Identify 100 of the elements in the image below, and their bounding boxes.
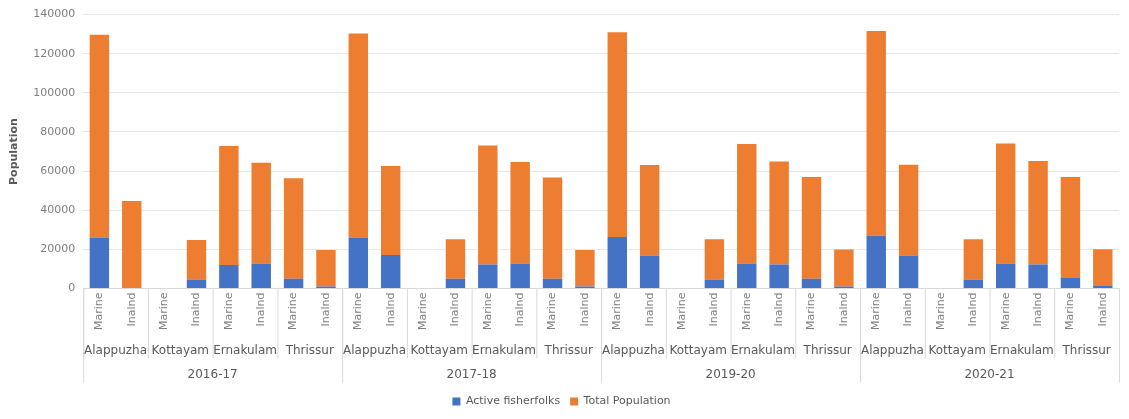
bar <box>704 239 725 280</box>
bar <box>219 264 239 288</box>
bar <box>996 263 1016 288</box>
text: Alappuzha <box>601 342 665 357</box>
bar <box>478 145 498 265</box>
x-tick-label: Marine <box>739 292 753 331</box>
bar <box>639 165 660 256</box>
bar <box>122 201 142 288</box>
bar <box>1060 176 1081 279</box>
bar <box>445 278 466 288</box>
bar <box>348 33 369 238</box>
text: 2016-17 <box>187 366 238 381</box>
text: Thrissur <box>543 342 593 357</box>
bar <box>963 279 984 288</box>
bar <box>607 237 627 288</box>
bar <box>380 255 401 288</box>
x-tick-label: Marine <box>92 292 106 331</box>
bar <box>866 235 886 288</box>
bar <box>380 166 401 255</box>
x-tick-label: Marine <box>674 292 688 331</box>
x-tick-label: Marine <box>156 292 170 331</box>
bar <box>478 264 498 288</box>
x-tick-label: Inalnd <box>254 292 268 327</box>
bar <box>283 278 304 288</box>
text: Kottayam <box>928 342 986 357</box>
y-tick-label: 40000 <box>40 203 76 217</box>
text: Alappuzha <box>84 342 148 357</box>
bar <box>801 176 822 279</box>
x-tick-label: Inalnd <box>448 292 462 327</box>
y-tick-label: 60000 <box>40 163 76 177</box>
text: 2017-18 <box>446 366 497 381</box>
x-tick-label: Marine <box>480 292 494 331</box>
x-tick-label: Marine <box>221 292 235 331</box>
x-tick-label: Marine <box>998 292 1012 331</box>
bar <box>898 164 919 256</box>
bar <box>866 31 886 236</box>
bar <box>219 146 239 265</box>
x-tick-label: Marine <box>286 292 300 331</box>
bar <box>898 255 919 288</box>
x-tick-label: Inalnd <box>836 292 850 327</box>
bar <box>316 250 336 287</box>
bar <box>801 278 822 288</box>
bar <box>283 178 304 279</box>
bar <box>737 144 757 264</box>
x-tick-label: Inalnd <box>189 292 203 327</box>
bar <box>1028 160 1048 265</box>
x-tick-label: Inalnd <box>124 292 138 327</box>
bar <box>575 250 595 287</box>
text: Thrissur <box>284 342 334 357</box>
bar <box>769 161 789 265</box>
text: Kottayam <box>669 342 727 357</box>
bar <box>769 264 789 288</box>
bar <box>186 239 207 280</box>
legend-label: Total Population <box>582 394 671 408</box>
x-tick-label: Inalnd <box>901 292 915 327</box>
text: Ernakulam <box>213 342 277 357</box>
text: Thrissur <box>802 342 852 357</box>
x-tick-label: Inalnd <box>383 292 397 327</box>
text: 2020-21 <box>964 366 1015 381</box>
x-tick-label: Marine <box>1063 292 1077 331</box>
x-tick-label: Marine <box>545 292 559 331</box>
y-tick-label: 100000 <box>33 85 76 99</box>
text: Alappuzha <box>343 342 407 357</box>
bar <box>542 177 563 279</box>
text: Kottayam <box>151 342 210 357</box>
y-tick-label: 120000 <box>33 46 76 60</box>
x-tick-label: Inalnd <box>642 292 656 327</box>
x-tick-label: Inalnd <box>513 292 527 327</box>
bar <box>542 278 563 288</box>
bar <box>89 237 110 288</box>
legend-label: Active fisherfolks <box>465 394 561 408</box>
bar <box>607 32 627 238</box>
x-tick-label: Inalnd <box>707 292 721 327</box>
bar <box>963 239 984 280</box>
text: Ernakulam <box>731 342 795 357</box>
x-tick-label: Marine <box>610 292 624 331</box>
bar <box>348 237 369 288</box>
bar <box>186 279 207 288</box>
x-tick-label: Inalnd <box>318 292 332 327</box>
bar <box>251 263 271 288</box>
x-tick-label: Marine <box>933 292 947 331</box>
x-tick-label: Inalnd <box>1030 292 1044 327</box>
text: 2019-20 <box>705 366 756 381</box>
bar <box>996 143 1016 264</box>
bar <box>1060 278 1081 288</box>
bar <box>510 162 530 264</box>
text: Ernakulam <box>989 342 1054 357</box>
bar <box>737 263 757 288</box>
x-tick-label: Inalnd <box>577 292 591 327</box>
x-tick-label: Inalnd <box>771 292 785 327</box>
bar <box>445 239 466 279</box>
x-tick-label: Marine <box>415 292 429 331</box>
y-axis-title: Population <box>7 118 21 185</box>
bar <box>704 279 725 288</box>
text: Alappuzha <box>860 342 924 357</box>
y-tick-label: 140000 <box>33 7 76 21</box>
bar <box>1028 264 1048 288</box>
text: Thrissur <box>1061 342 1111 357</box>
bar <box>510 263 530 288</box>
y-tick-label: 80000 <box>40 124 76 138</box>
